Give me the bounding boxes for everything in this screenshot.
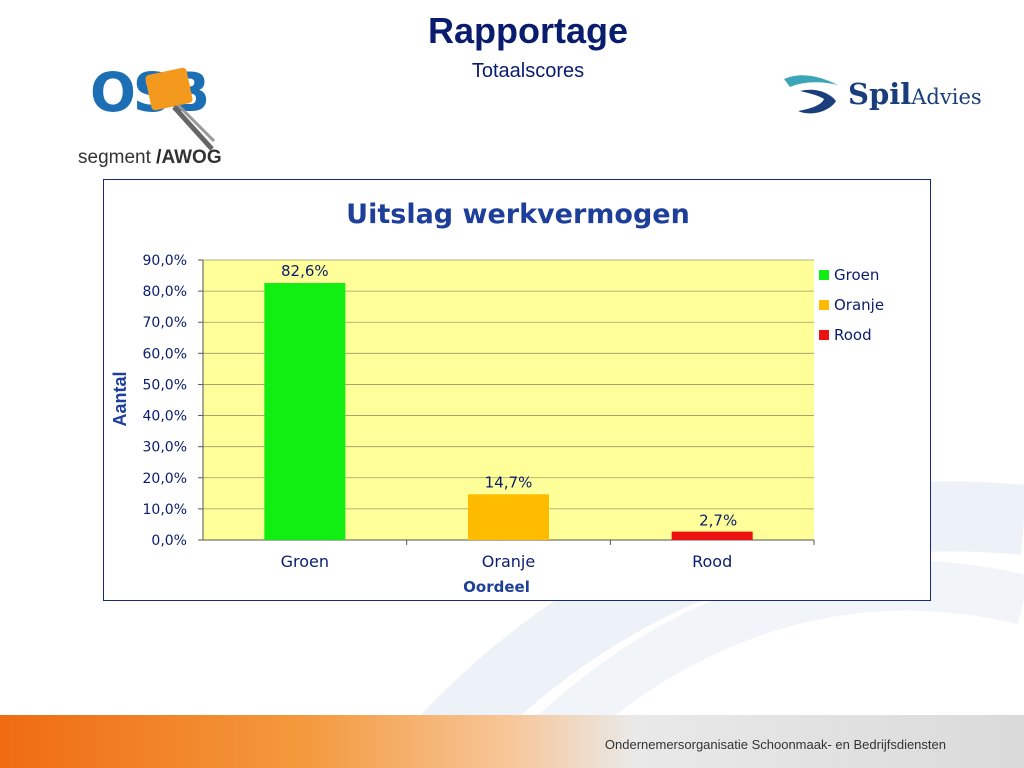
y-tick-label: 10,0% [143, 502, 187, 518]
data-label: 14,7% [485, 473, 533, 491]
squeegee-icon [145, 67, 216, 151]
osb-segment-text: segment [78, 147, 151, 168]
osb-logo-subtitle: segment /AWOG [78, 147, 222, 168]
advies-text: Advies [911, 85, 982, 109]
x-tick-label: Groen [281, 552, 329, 571]
x-tick-label: Oranje [482, 552, 535, 571]
spil-text: Spil [848, 77, 912, 111]
spil-advies-logo: SpilAdvies [762, 61, 988, 130]
y-axis-label: Aantal [110, 371, 130, 426]
osb-logo: OSB segment /AWOG [72, 55, 242, 175]
legend-swatch-rood [819, 330, 829, 340]
chart-frame: Uitslag werkvermogen 0,0% 10,0% 20,0% 30,0% 4… [103, 179, 931, 601]
legend-label-groen: Groen [834, 266, 879, 284]
legend-swatch-groen [819, 270, 829, 280]
legend-label-oranje: Oranje [834, 296, 884, 314]
page-subtitle: Totaalscores [471, 60, 585, 82]
y-tick-label: 30,0% [143, 440, 187, 456]
data-label: 2,7% [699, 512, 737, 530]
bar-chart: Uitslag werkvermogen 0,0% 10,0% 20,0% 30,0% 4… [110, 199, 884, 596]
bar-oranje [468, 494, 549, 540]
legend-swatch-oranje [819, 300, 829, 310]
chart-title: Uitslag werkvermogen [346, 199, 690, 230]
y-tick-label: 80,0% [143, 284, 187, 300]
y-tick-label: 50,0% [143, 377, 187, 393]
y-tick-label: 40,0% [143, 409, 187, 425]
data-label: 82,6% [281, 262, 329, 280]
page-title: Rapportage [427, 10, 629, 51]
x-tick-label: Rood [692, 552, 732, 571]
footer-text: Ondernemersorganisatie Schoonmaak- en Be… [604, 737, 946, 752]
y-tick-label: 60,0% [143, 346, 187, 362]
x-axis-label: Oordeel [463, 578, 530, 596]
y-tick-label: 90,0% [143, 253, 187, 269]
y-tick-label: 20,0% [143, 471, 187, 487]
spil-advies-text: SpilAdvies [848, 77, 982, 111]
bar-groen [264, 283, 346, 540]
footer-bar: Ondernemersorganisatie Schoonmaak- en Be… [0, 715, 1024, 768]
bar-rood [671, 531, 753, 540]
legend-label-rood: Rood [834, 326, 872, 344]
spil-wave-icon [784, 75, 838, 114]
osb-awog-text: AWOG [161, 147, 222, 168]
y-tick-label: 0,0% [151, 533, 187, 549]
y-tick-label: 70,0% [143, 315, 187, 331]
